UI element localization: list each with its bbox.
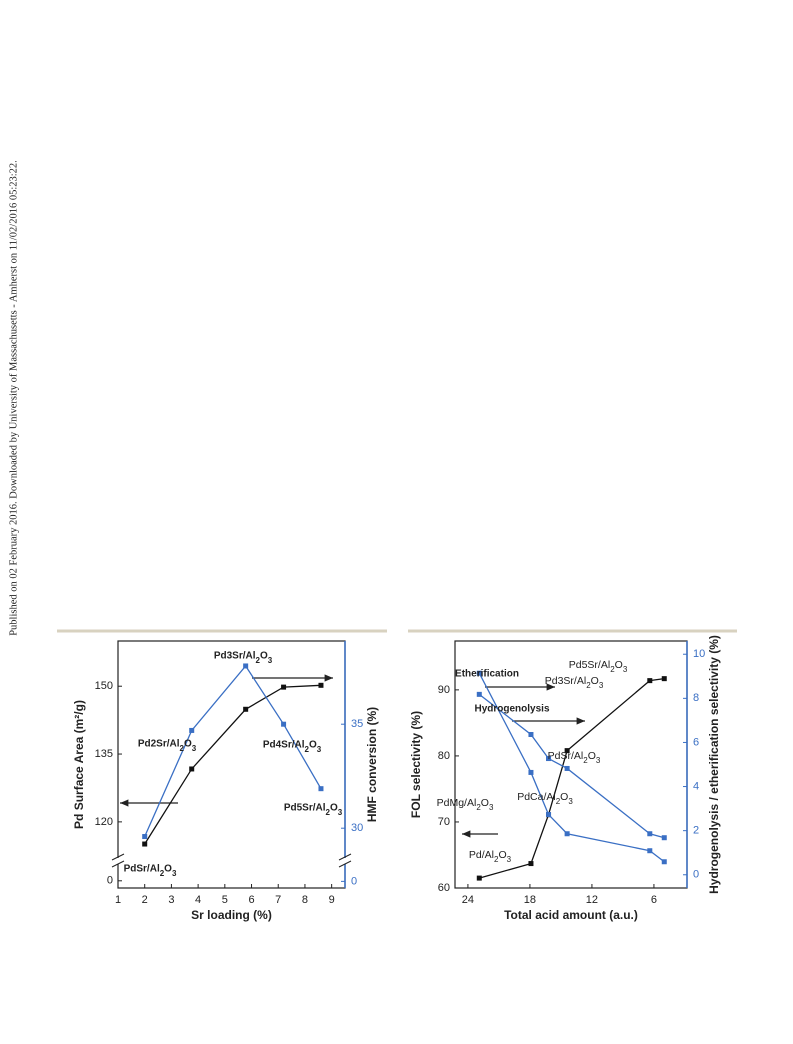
x-tick-label: 1 xyxy=(115,894,121,906)
y2-tick-label: 35 xyxy=(351,718,363,730)
annotation: Pd5Sr/Al2O3 xyxy=(569,659,628,674)
x-tick-label: 5 xyxy=(222,894,228,906)
annotation: Hydrogenolysis xyxy=(474,704,549,715)
y2-tick-label: 6 xyxy=(693,736,699,748)
point xyxy=(318,786,324,792)
axis-break xyxy=(338,853,352,861)
y2-tick-label: 30 xyxy=(351,822,363,834)
y-tick-label: 135 xyxy=(95,748,113,760)
y2-axis-label: HMF conversion (%) xyxy=(365,707,379,822)
point xyxy=(528,732,534,738)
x-tick-label: 2 xyxy=(142,894,148,906)
x-tick-label: 4 xyxy=(195,894,201,906)
axis-break xyxy=(111,860,125,868)
y-tick-label: 120 xyxy=(95,816,113,828)
axis-break-gap xyxy=(114,858,122,864)
point xyxy=(661,835,667,841)
point xyxy=(189,727,195,733)
x-tick-label: 3 xyxy=(168,894,174,906)
point xyxy=(647,678,653,684)
y2-axis-label: Hydrogenolysis / etherification selectiv… xyxy=(707,635,721,894)
point xyxy=(318,682,324,688)
annotation: Pd/Al2O3 xyxy=(469,849,512,864)
point xyxy=(661,859,667,865)
point xyxy=(476,875,482,881)
x-tick-label: 24 xyxy=(462,894,474,906)
y2-tick-label: 2 xyxy=(693,825,699,837)
y2-tick-label: 8 xyxy=(693,692,699,704)
x-axis-label: Total acid amount (a.u.) xyxy=(504,908,638,922)
annotation: PdSr/Al2O3 xyxy=(548,750,601,765)
point xyxy=(142,841,148,847)
point xyxy=(142,834,148,840)
x-tick-label: 7 xyxy=(275,894,281,906)
axis-break xyxy=(111,853,125,861)
x-tick-label: 18 xyxy=(524,894,536,906)
point xyxy=(647,848,653,854)
point xyxy=(564,831,570,837)
y-tick-label: 80 xyxy=(438,750,450,762)
annotation: Pd4Sr/Al2O3 xyxy=(263,740,322,754)
y-axis-label: Pd Surface Area (m²/g) xyxy=(72,700,86,829)
point xyxy=(281,721,287,727)
point xyxy=(564,748,570,754)
y-axis-label: FOL selectivity (%) xyxy=(409,711,423,818)
annotation: PdCa/Al2O3 xyxy=(517,791,573,806)
y2-tick-label: 0 xyxy=(351,875,357,887)
y-tick-label: 60 xyxy=(438,882,450,894)
y-tick-label: 70 xyxy=(438,816,450,828)
point xyxy=(528,769,534,775)
annotation: Pd5Sr/Al2O3 xyxy=(284,803,343,817)
point xyxy=(564,765,570,771)
point xyxy=(661,676,667,682)
x-tick-label: 12 xyxy=(586,894,598,906)
y-tick-label: 90 xyxy=(438,684,450,696)
y2-tick-label: 4 xyxy=(693,780,699,792)
side-note: Published on 02 February 2016. Downloade… xyxy=(8,160,19,636)
point xyxy=(243,706,249,712)
x-tick-label: 6 xyxy=(651,894,657,906)
axis-break xyxy=(338,860,352,868)
point xyxy=(243,663,249,669)
series-line xyxy=(478,693,665,839)
point xyxy=(546,756,552,762)
annotation: Pd3Sr/Al2O3 xyxy=(214,651,273,665)
annotation: Pd2Sr/Al2O3 xyxy=(138,739,197,753)
x-tick-label: 8 xyxy=(302,894,308,906)
point xyxy=(546,812,552,818)
annotation: Etherification xyxy=(455,669,519,680)
y2-tick-label: 0 xyxy=(693,869,699,881)
annotation: PdSr/Al2O3 xyxy=(124,864,177,878)
point xyxy=(189,766,195,772)
series-line xyxy=(144,684,321,845)
point xyxy=(528,861,534,867)
point xyxy=(281,684,287,690)
axis-break-gap xyxy=(341,858,349,864)
x-tick-label: 9 xyxy=(329,894,335,906)
point xyxy=(476,670,482,676)
series-line xyxy=(478,672,665,863)
x-tick-label: 6 xyxy=(248,894,254,906)
annotation: PdMg/Al2O3 xyxy=(437,797,494,812)
x-axis-label: Sr loading (%) xyxy=(191,908,272,922)
point xyxy=(476,691,482,697)
y-tick-label: 150 xyxy=(95,680,113,692)
point xyxy=(647,831,653,837)
y2-tick-label: 10 xyxy=(693,648,705,660)
y-tick-label: 0 xyxy=(107,875,113,887)
